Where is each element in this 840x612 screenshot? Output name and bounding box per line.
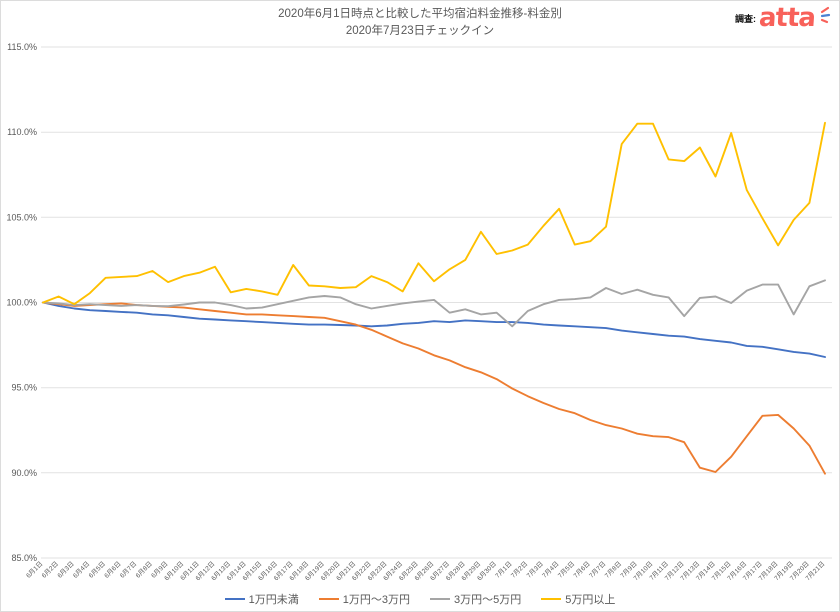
atta-logo: 調査: atta [735, 3, 832, 33]
legend-item: 5万円以上 [541, 591, 615, 607]
y-axis-tick-label: 100.0% [6, 298, 37, 308]
x-axis-tick-label: 6月7日 [118, 560, 138, 580]
atta-logo-text: atta [758, 3, 817, 33]
legend-item: 3万円〜5万円 [430, 591, 521, 607]
survey-label: 調査: [735, 14, 757, 25]
y-axis-tick-label: 95.0% [11, 383, 37, 393]
legend-label: 1万円〜3万円 [342, 594, 410, 606]
legend-item: 1万円〜3万円 [318, 591, 410, 607]
y-axis-tick-label: 115.0% [7, 42, 37, 52]
x-axis-tick-label: 7月2日 [509, 560, 529, 580]
legend-label: 1万円未満 [248, 594, 299, 606]
y-axis-tick-label: 110.0% [7, 127, 37, 137]
series-line [42, 279, 826, 328]
series-line [42, 121, 826, 306]
legend-swatch [430, 598, 450, 600]
y-axis-tick-label: 90.0% [11, 468, 37, 478]
series-line [42, 301, 826, 358]
series-line [42, 301, 826, 475]
legend-swatch [541, 598, 562, 600]
y-axis-tick-label: 85.0% [11, 553, 37, 563]
legend-label: 3万円〜5万円 [454, 594, 522, 606]
legend-swatch [318, 598, 339, 600]
sparkle-icon [820, 6, 831, 23]
legend-item: 1万円未満 [224, 591, 299, 607]
legend-swatch [224, 598, 245, 600]
y-axis-tick-label: 105.0% [6, 212, 37, 222]
legend: 1万円未満 1万円〜3万円 3万円〜5万円 5万円以上 [1, 591, 839, 607]
legend-label: 5万円以上 [565, 594, 616, 606]
